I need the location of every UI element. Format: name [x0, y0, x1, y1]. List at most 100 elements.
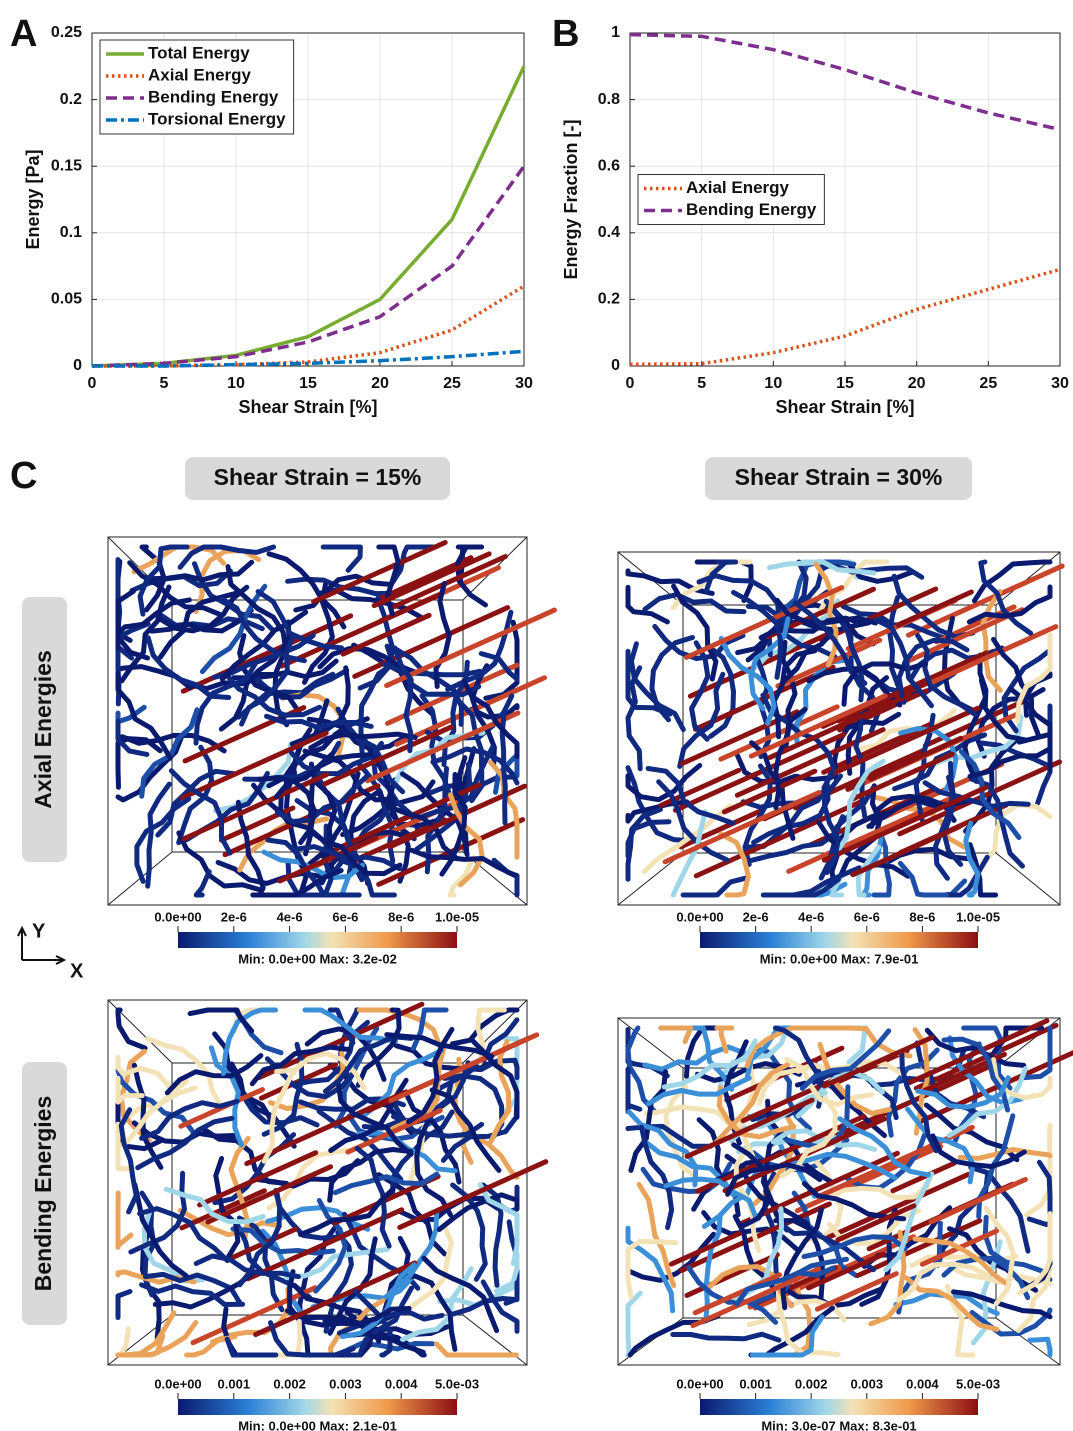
fiber	[625, 665, 643, 772]
axis-triad-label: Y	[32, 920, 46, 942]
fiber	[447, 792, 485, 888]
fiber	[860, 835, 884, 898]
colorbar-tick-label: 5.0e-03	[435, 1376, 479, 1391]
fiber	[256, 775, 317, 846]
fiber	[821, 785, 989, 863]
fiber	[980, 589, 1003, 693]
x-tick-label: 0	[88, 375, 97, 392]
fiber	[355, 1007, 402, 1088]
fiber	[834, 758, 886, 856]
fiber	[193, 869, 212, 898]
colorbar-range: Min: 3.0e-07 Max: 8.3e-01	[761, 1418, 916, 1431]
fiber	[821, 1035, 935, 1089]
fiber	[922, 780, 1031, 809]
y-tick-label: 0	[73, 357, 82, 374]
fiber	[961, 1025, 1013, 1091]
fiber	[968, 1165, 1031, 1254]
x-tick-label: 25	[979, 375, 997, 392]
fiber	[115, 732, 185, 803]
render-frame	[617, 1017, 1061, 1366]
fiber	[806, 1251, 887, 1291]
colorbar-tick-label: 0.002	[273, 1376, 306, 1391]
fiber	[899, 1048, 939, 1154]
axes-frame	[91, 32, 525, 367]
colorbar-tick-label: 8e-6	[909, 909, 935, 924]
fiber	[320, 544, 363, 573]
y-tick-label: 1	[611, 24, 620, 41]
fiber	[193, 661, 258, 746]
fiber	[499, 712, 508, 826]
fiber	[308, 731, 418, 751]
fiber	[371, 551, 492, 609]
fiber	[849, 751, 955, 802]
fiber	[690, 1266, 822, 1329]
series-line	[629, 32, 1061, 132]
fiber	[332, 1171, 440, 1196]
row-header: Bending Energies	[30, 1096, 56, 1292]
colorbar-tick-label: 2e-6	[743, 909, 769, 924]
fiber	[684, 1252, 780, 1298]
fiber	[421, 1255, 500, 1334]
network-render	[617, 1017, 1073, 1366]
fiber	[115, 1007, 148, 1051]
fiber	[656, 779, 730, 863]
fiber	[777, 1220, 876, 1273]
fiber	[455, 544, 488, 608]
colorbar-tick-label: 0.001	[739, 1376, 772, 1391]
fiber	[907, 1018, 1050, 1086]
fiber	[115, 1289, 133, 1321]
fiber	[180, 730, 329, 801]
fiber	[224, 1336, 279, 1358]
fiber	[781, 620, 872, 684]
x-tick-label: 20	[371, 375, 389, 392]
fiber	[775, 1286, 841, 1358]
fiber	[375, 790, 460, 862]
axis-arrow	[17, 925, 67, 965]
fiber	[680, 875, 751, 898]
fiber	[824, 1183, 931, 1201]
fiber	[829, 810, 892, 892]
fiber	[982, 1214, 1053, 1283]
render-frame	[107, 999, 528, 1366]
fiber	[912, 1236, 1012, 1288]
fiber	[213, 1156, 241, 1259]
fiber	[770, 1128, 877, 1152]
colorbar-range: Min: 0.0e+00 Max: 3.2e-02	[238, 951, 397, 966]
fiber	[478, 651, 520, 682]
fiber	[701, 1210, 799, 1252]
axes-frame	[629, 32, 1061, 367]
fiber	[645, 766, 735, 826]
fiber	[904, 1275, 1000, 1332]
colorbar-range: Min: 0.0e+00 Max: 2.1e-01	[238, 1418, 397, 1431]
fiber	[289, 665, 351, 747]
fiber	[748, 693, 888, 759]
fiber	[991, 636, 1041, 737]
fiber	[410, 1007, 449, 1051]
fiber	[128, 1170, 187, 1255]
fiber	[835, 1203, 917, 1243]
fiber	[342, 1285, 414, 1358]
fiber	[707, 1264, 794, 1309]
fiber	[115, 1075, 145, 1105]
fiber	[628, 641, 686, 732]
fiber	[278, 592, 442, 669]
fiber	[883, 1171, 935, 1273]
fiber	[639, 1124, 675, 1230]
fiber	[677, 671, 726, 769]
fiber	[713, 1062, 791, 1145]
fiber	[177, 544, 277, 570]
colorbar-tick-label: 5.0e-03	[956, 1376, 1000, 1391]
fiber	[403, 1090, 462, 1185]
legend-label: Bending Energy	[686, 200, 817, 219]
fiber	[625, 1123, 714, 1149]
fiber	[780, 1207, 824, 1311]
fiber	[340, 612, 432, 657]
column-header: Shear Strain = 30%	[735, 464, 943, 490]
legend-label: Axial Energy	[686, 178, 790, 197]
fiber	[773, 706, 808, 811]
fiber	[322, 724, 454, 787]
legend-label: Axial Energy	[148, 65, 252, 84]
fiber	[692, 1272, 783, 1316]
fiber	[725, 1162, 823, 1197]
